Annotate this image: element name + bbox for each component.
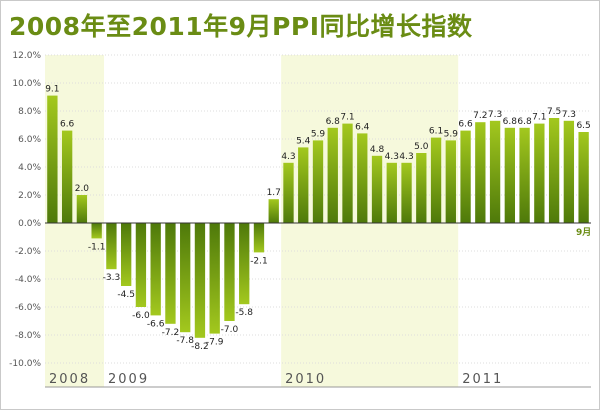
y-tick-label: -6.0% [15, 303, 42, 313]
bar [371, 155, 383, 223]
bar [475, 122, 486, 223]
bar [342, 123, 353, 223]
data-label: 6.6 [60, 120, 75, 130]
data-label: 5.4 [296, 136, 311, 146]
data-label: 4.3 [399, 152, 413, 162]
bar [563, 120, 575, 223]
data-label: 5.9 [444, 129, 459, 139]
data-label: -6.0 [132, 311, 150, 321]
data-label: 4.3 [385, 152, 399, 162]
bar [120, 223, 132, 286]
data-label: 6.8 [503, 117, 518, 127]
data-label: 7.1 [340, 113, 354, 123]
y-tick-label: 10.0% [12, 79, 41, 89]
bar [519, 127, 530, 223]
bar [430, 137, 442, 223]
year-label-2009: 2009 [108, 372, 149, 387]
data-label: -1.1 [88, 242, 106, 252]
data-label: -3.3 [103, 273, 121, 283]
data-label: -7.2 [162, 328, 180, 338]
data-label: 7.2 [473, 111, 487, 121]
bar [312, 140, 324, 223]
bar [194, 223, 206, 338]
bar [298, 147, 309, 223]
data-label: -6.6 [147, 319, 165, 329]
data-label: -2.1 [250, 256, 268, 266]
bar [327, 127, 338, 223]
bar [209, 223, 220, 334]
data-label: 1.7 [267, 188, 281, 198]
y-tick-label: 8.0% [18, 107, 41, 117]
bar [534, 123, 545, 223]
bar [578, 132, 589, 223]
bar [76, 195, 88, 223]
bar [401, 162, 412, 223]
chart-title: 2008年至2011年9月PPI同比增长指数 [9, 12, 473, 41]
y-tick-label: -10.0% [9, 359, 41, 369]
bar [180, 223, 191, 333]
y-tick-label: -4.0% [15, 275, 42, 285]
y-tick-label: 12.0% [12, 51, 41, 61]
data-label: -7.8 [176, 336, 194, 346]
data-label: 6.1 [429, 127, 443, 137]
year-label-2010: 2010 [285, 372, 326, 387]
data-label: 6.4 [355, 122, 370, 132]
bar [283, 162, 294, 223]
data-label: 6.8 [517, 117, 532, 127]
y-tick-label: 0.0% [18, 219, 41, 229]
year-band-2010 [281, 55, 459, 387]
data-label: 5.9 [311, 129, 326, 139]
bar [106, 223, 117, 270]
bar [61, 130, 73, 223]
year-label-2008: 2008 [49, 372, 90, 387]
data-label: 7.3 [562, 110, 576, 120]
bar [91, 223, 102, 239]
data-label: 7.5 [547, 107, 561, 117]
bar [504, 127, 516, 223]
bar [548, 118, 560, 223]
bar [416, 153, 427, 223]
data-label: 4.8 [370, 145, 385, 155]
last-month-label: 9月 [576, 227, 591, 238]
data-label: 7.1 [532, 113, 546, 123]
bar [239, 223, 250, 305]
bar [268, 199, 279, 223]
bar [460, 130, 471, 223]
data-label: 6.6 [458, 120, 473, 130]
bar [253, 223, 265, 253]
y-tick-label: 2.0% [18, 191, 41, 201]
data-label: -7.9 [206, 338, 224, 348]
y-tick-label: 4.0% [18, 163, 41, 173]
data-label: -5.8 [235, 308, 253, 318]
y-tick-label: -8.0% [15, 331, 42, 341]
data-label: -7.0 [221, 325, 239, 335]
data-label: 4.3 [281, 152, 295, 162]
data-label: -4.5 [117, 290, 135, 300]
data-label: 5.0 [414, 142, 429, 152]
y-tick-label: -2.0% [15, 247, 42, 257]
bar [47, 95, 58, 223]
data-label: 2.0 [75, 184, 90, 194]
data-label: 6.8 [326, 117, 341, 127]
y-tick-label: 6.0% [18, 135, 41, 145]
bar [357, 133, 368, 223]
year-label-2011: 2011 [462, 372, 503, 387]
bar [224, 223, 235, 321]
bar [445, 140, 456, 223]
bar [489, 120, 501, 223]
data-label: -8.2 [191, 342, 209, 352]
data-label: 6.5 [576, 121, 590, 131]
bar [150, 223, 161, 316]
data-label: 7.3 [488, 110, 502, 120]
data-label: 9.1 [45, 85, 59, 95]
bar [135, 223, 147, 307]
bar [386, 162, 397, 223]
bar [165, 223, 176, 324]
